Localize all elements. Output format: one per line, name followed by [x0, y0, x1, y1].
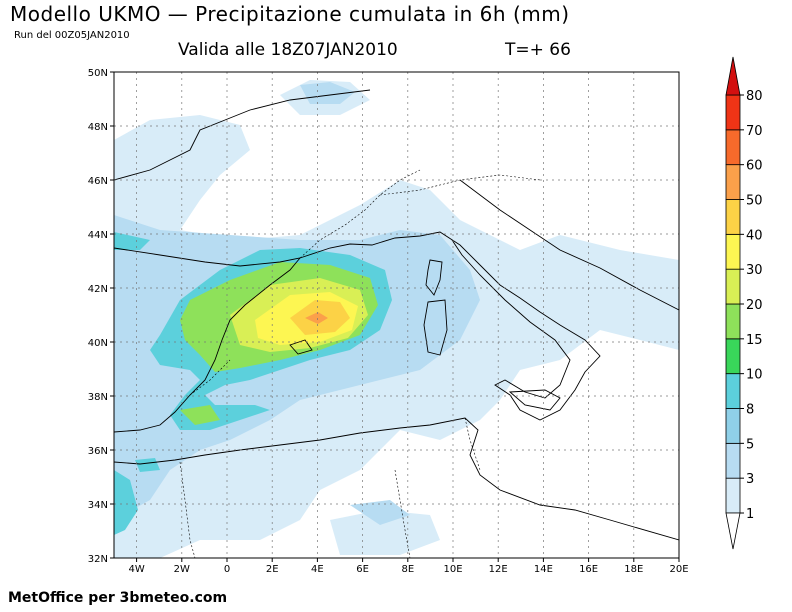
legend-label: 80	[746, 89, 763, 104]
lon-tick-label: 18E	[624, 564, 643, 575]
coastlines	[114, 89, 679, 541]
legend-label: 1	[746, 507, 754, 522]
forecast-step-label: T=+ 66	[505, 40, 571, 60]
lat-tick-label: 40N	[88, 338, 108, 349]
lon-tick-label: 20E	[669, 564, 688, 575]
lon-tick-label: 2W	[174, 564, 190, 575]
coastline	[114, 417, 679, 541]
lat-tick-label: 48N	[88, 122, 108, 133]
legend-swatch	[725, 268, 741, 305]
lat-tick-label: 42N	[88, 284, 108, 295]
legend-label: 20	[746, 298, 763, 313]
legend-swatch	[725, 199, 741, 235]
latitude-axis: 50N 48N 46N 44N 42N 40N 38N 36N 34N 32N	[88, 68, 114, 565]
lat-tick-label: 34N	[88, 500, 108, 511]
precip-area-8mm	[114, 470, 138, 535]
lon-tick-label: 6E	[356, 564, 369, 575]
legend-label: 10	[746, 368, 763, 383]
longitude-axis: 4W 2W 0 2E 4E 6E 8E 10E 12E 14E 16E 18E 20E	[128, 558, 689, 575]
lon-tick-label: 12E	[489, 564, 508, 575]
legend-max-arrow	[725, 56, 741, 96]
coastline	[459, 179, 679, 311]
precip-area-8mm	[135, 458, 160, 472]
border	[379, 174, 541, 196]
legend-swatch	[725, 477, 741, 514]
border	[394, 469, 411, 558]
lat-tick-label: 32N	[88, 554, 108, 565]
coastline	[114, 89, 371, 181]
legend-label: 30	[746, 263, 763, 278]
map-frame	[113, 71, 680, 559]
legend-swatch	[725, 442, 741, 479]
legend-swatch	[725, 233, 741, 270]
lon-tick-label: 4W	[128, 564, 144, 575]
country-borders	[179, 169, 541, 558]
island-sardinia	[423, 299, 448, 356]
valid-time-label: Valida alle 18Z07JAN2010	[178, 40, 398, 60]
legend-swatch	[725, 338, 741, 375]
legend-label: 70	[746, 124, 763, 139]
lon-tick-label: 14E	[534, 564, 553, 575]
lon-tick-label: 4E	[311, 564, 324, 575]
precip-area-8mm	[114, 232, 150, 250]
run-label: Run del 00Z05JAN2010	[14, 30, 130, 41]
legend-min-arrow	[725, 512, 741, 550]
precip-area-15mm	[180, 405, 220, 425]
coastline	[114, 257, 301, 433]
legend-swatch	[725, 129, 741, 166]
credit-label: MetOffice per 3bmeteo.com	[8, 590, 228, 606]
legend-swatch	[725, 408, 741, 444]
lat-tick-label: 36N	[88, 446, 108, 457]
gridlines	[114, 72, 679, 558]
legend-label: 15	[746, 333, 763, 348]
legend-label: 3	[746, 472, 754, 487]
legend-label: 50	[746, 194, 763, 209]
legend-label: 8	[746, 403, 754, 418]
legend-swatch	[725, 373, 741, 409]
border	[189, 359, 231, 396]
legend-swatch	[725, 303, 741, 340]
precip-area-3mm	[350, 500, 410, 525]
legend-swatch	[725, 164, 741, 200]
legend-label: 60	[746, 159, 763, 174]
lon-tick-label: 16E	[579, 564, 598, 575]
lon-tick-label: 8E	[401, 564, 414, 575]
lat-tick-label: 44N	[88, 230, 108, 241]
legend-label: 5	[746, 437, 754, 452]
island-corsica	[425, 259, 443, 296]
lon-tick-label: 0	[224, 564, 230, 575]
precip-area-1mm	[330, 510, 440, 555]
lon-tick-label: 2E	[266, 564, 279, 575]
precipitation-legend: 1 3 5 8 10 15 20 30 40 50 60 70 80	[725, 56, 763, 550]
legend-swatch	[725, 94, 741, 131]
border	[299, 169, 421, 259]
island-sicily	[508, 389, 561, 411]
legend-label: 40	[746, 228, 763, 243]
precip-area-50mm	[305, 312, 328, 324]
lon-tick-label: 10E	[443, 564, 462, 575]
precipitation-field	[114, 80, 679, 558]
precip-area-3mm	[300, 82, 355, 104]
lat-tick-label: 50N	[88, 68, 108, 79]
coastline	[114, 231, 601, 421]
lat-tick-label: 46N	[88, 176, 108, 187]
lat-tick-label: 38N	[88, 392, 108, 403]
chart-title: Modello UKMO — Precipitazione cumulata i…	[10, 2, 570, 26]
